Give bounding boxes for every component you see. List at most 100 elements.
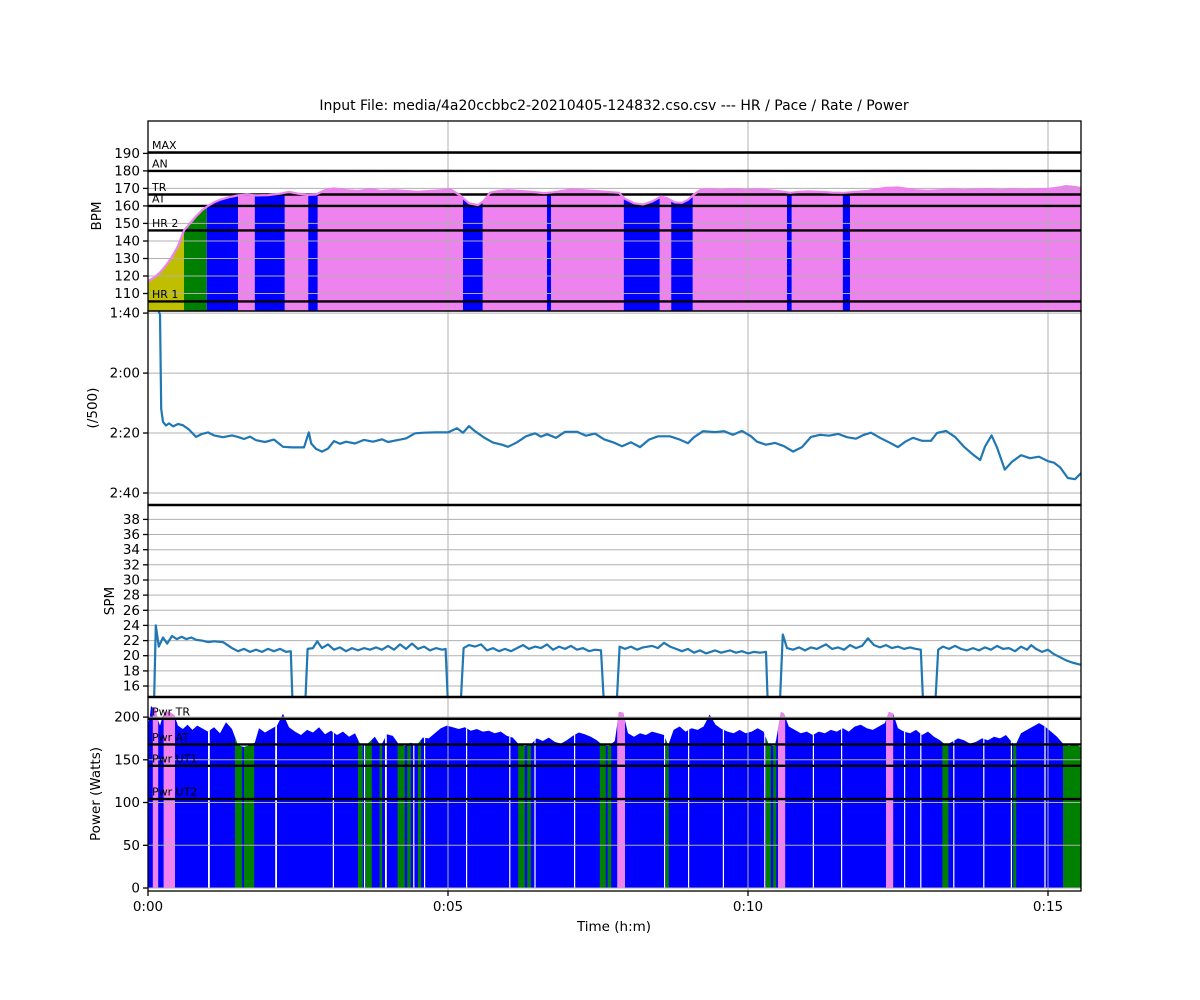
pace-y-ticks: 1:40 2:00 2:20 2:40	[110, 306, 148, 502]
y-tick-label: 26	[123, 603, 140, 619]
y-tick-label: 130	[114, 251, 140, 267]
x-tick-label: 0:05	[433, 899, 463, 915]
power-area-green	[766, 737, 771, 888]
hr-area-segment-pink	[482, 190, 547, 311]
power-area-green	[365, 739, 372, 888]
power-area-green	[244, 743, 255, 888]
y-tick-label: 100	[114, 795, 140, 811]
y-tick-label: 32	[123, 557, 140, 573]
power-area-gap	[1044, 726, 1046, 888]
power-area-green	[518, 743, 525, 888]
power-area-gap	[332, 732, 334, 888]
hr-area-segment-yellow	[148, 230, 184, 311]
power-area-gap	[764, 733, 766, 888]
y-tick-label: 28	[123, 588, 140, 604]
pace-series-line	[157, 311, 1081, 481]
hr-area-segment-pink	[551, 189, 624, 311]
hr-area-segment-blue	[547, 192, 552, 311]
y-axis-title-power: Power (Watts)	[88, 747, 104, 841]
power-area-green	[527, 744, 531, 888]
y-tick-label: 150	[114, 216, 140, 232]
y-tick-label: 24	[123, 618, 140, 634]
x-ticks: 0:00 0:05 0:10 0:15	[133, 891, 1063, 915]
x-tick-label: 0:10	[733, 899, 763, 915]
y-tick-label: 34	[123, 542, 140, 558]
power-area-pink	[152, 707, 159, 888]
spm-grid	[148, 505, 1081, 697]
figure-title: Input File: media/4a20ccbbc2-20210405-12…	[319, 98, 909, 114]
y-tick-label: 120	[114, 269, 140, 285]
power-area-gap	[722, 729, 724, 888]
spm-spine	[147, 504, 1082, 698]
x-axis-title: Time (h:m)	[576, 919, 651, 935]
hr-area-segment-blue	[206, 195, 238, 311]
power-area-gap	[1010, 741, 1012, 888]
power-area-gap	[413, 743, 415, 888]
power-area-green	[599, 742, 606, 888]
power-area-gap	[424, 737, 426, 888]
power-area-green	[418, 739, 421, 888]
power-area-green	[358, 739, 363, 888]
hr-area-segment-blue	[671, 195, 693, 311]
zone-label: HR 1	[152, 288, 178, 301]
power-area-green	[1063, 743, 1081, 888]
y-tick-label: 170	[114, 181, 140, 197]
pace-grid	[148, 311, 1081, 505]
power-area-green	[773, 739, 777, 888]
hr-area-segment-pink	[791, 191, 843, 311]
hr-area-segment-blue	[842, 192, 850, 311]
spm-series-line	[153, 624, 1081, 697]
hr-area-segment-pink	[659, 196, 672, 311]
power-area-green	[407, 742, 411, 888]
power-area-gap	[534, 739, 536, 888]
zone-label: MAX	[152, 139, 177, 152]
pace-spine	[147, 310, 1082, 506]
y-tick-label: 140	[114, 234, 140, 250]
power-area-gap	[664, 735, 666, 888]
power-area-green	[235, 737, 243, 888]
hr-area-segment-blue	[623, 197, 660, 311]
hr-area-segment-pink	[850, 186, 1081, 311]
y-axis-title-bpm: BPM	[89, 201, 105, 230]
zone-label: AT	[152, 192, 166, 205]
y-tick-label: 50	[123, 838, 140, 854]
power-area-green	[607, 744, 612, 888]
hr-area-segment-blue	[254, 192, 285, 311]
hr-series-line	[148, 184, 1081, 283]
zone-label: Pwr AT	[152, 731, 189, 744]
power-y-ticks: 0 50 100 150 200	[114, 710, 148, 897]
y-tick-label: 1:40	[110, 306, 140, 322]
y-tick-label: 18	[123, 663, 140, 679]
y-tick-label: 0	[131, 881, 140, 897]
power-area-gap	[509, 736, 511, 888]
power-area-gap	[841, 728, 843, 888]
zone-label: Pwr UT2	[152, 786, 197, 799]
power-area	[148, 706, 1081, 888]
power-area-gap	[275, 725, 277, 888]
power-area-gap	[688, 729, 690, 888]
power-area-blue	[148, 706, 1081, 888]
power-area-green	[397, 742, 405, 888]
hr-area-segment-pink	[284, 191, 309, 311]
power-grid	[148, 697, 1081, 891]
y-tick-label: 2:20	[110, 426, 140, 442]
power-area-gap	[953, 740, 955, 888]
zone-label: HR 2	[152, 217, 178, 230]
y-tick-label: 200	[114, 710, 140, 726]
x-tick-label: 0:15	[1033, 899, 1063, 915]
power-area-gap	[920, 733, 922, 888]
hr-area-segment-pink	[317, 188, 463, 311]
zone-label: TR	[151, 181, 167, 194]
power-area-green	[1013, 743, 1017, 888]
y-tick-label: 160	[114, 198, 140, 214]
y-tick-label: 36	[123, 527, 140, 543]
power-area-gap	[812, 734, 814, 888]
y-axis-title-spm: SPM	[102, 587, 118, 615]
power-area-gap	[208, 730, 210, 888]
y-tick-label: 2:00	[110, 366, 140, 382]
